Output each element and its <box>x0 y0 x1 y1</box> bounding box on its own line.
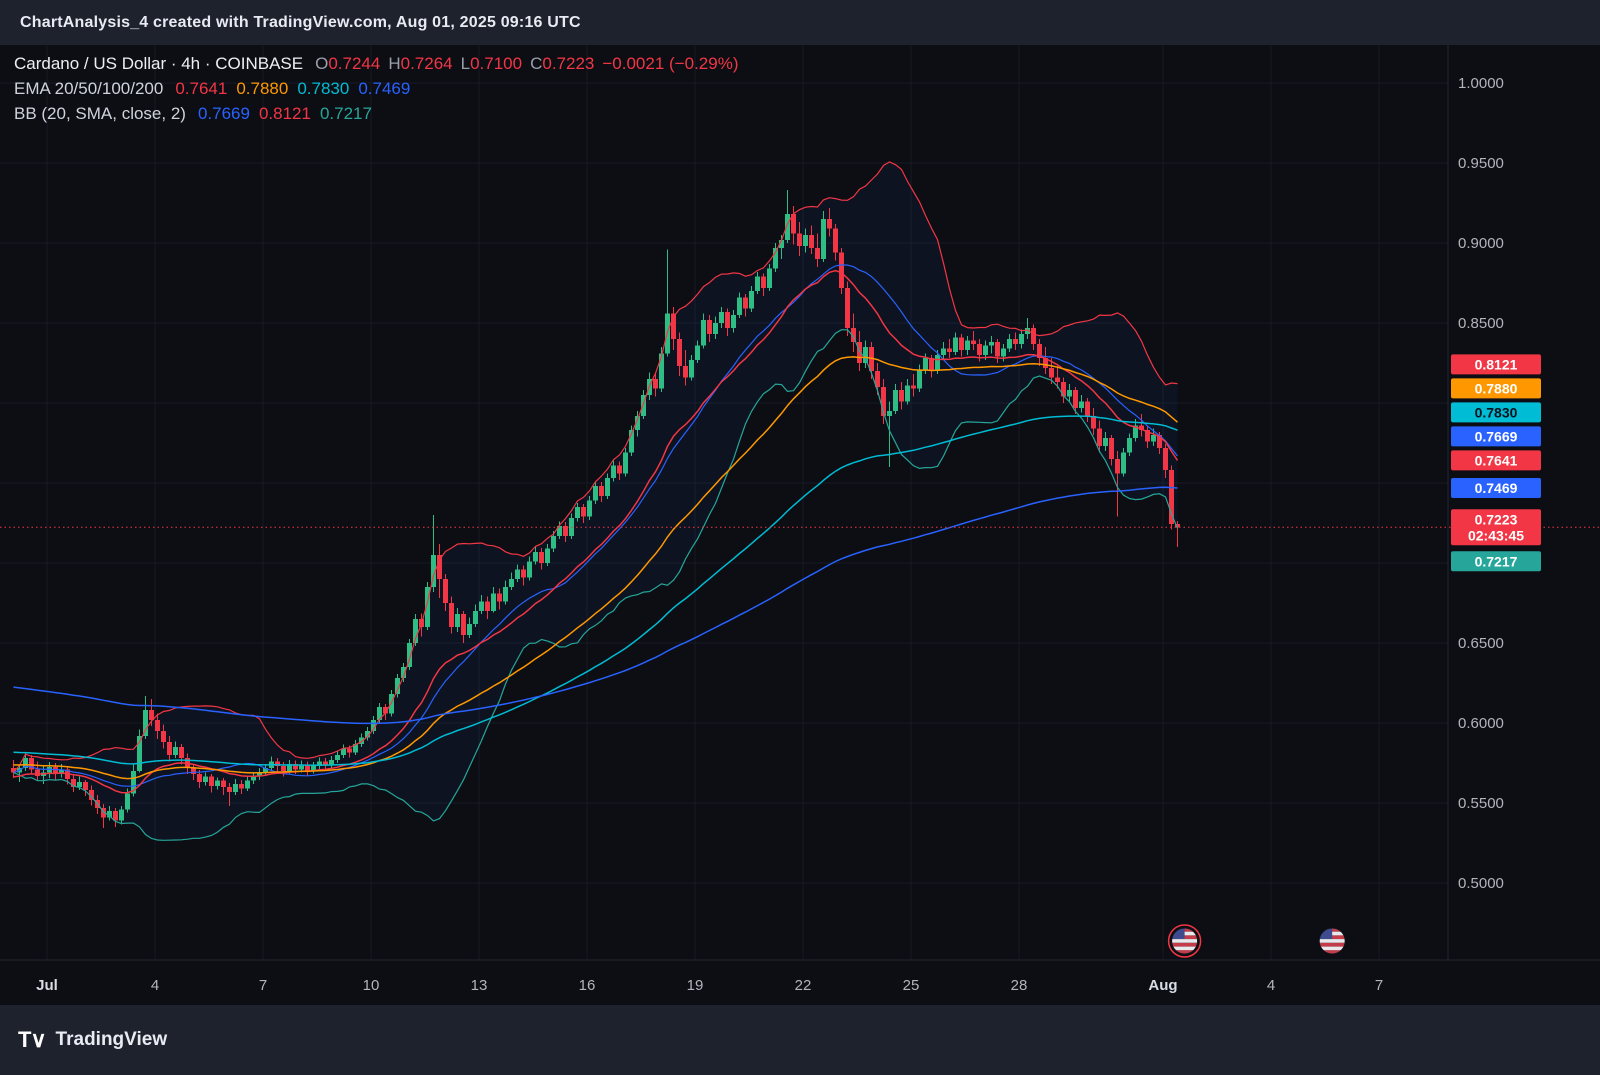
svg-text:02:43:45: 02:43:45 <box>1468 527 1524 543</box>
price-axis[interactable]: 1.0000 0.9500 0.9000 0.8500 0.6500 0.6000 0.55… <box>1458 75 1504 892</box>
svg-text:0.8121: 0.8121 <box>1475 356 1518 372</box>
tradingview-logo-icon[interactable]: T∨ <box>18 1027 47 1052</box>
svg-text:7: 7 <box>1375 977 1383 994</box>
svg-text:0.7641: 0.7641 <box>1475 452 1518 468</box>
price-badge: 0.7469 <box>1451 478 1541 498</box>
ema-100-line <box>13 415 1178 766</box>
price-change: −0.0021 (−0.29%) <box>602 54 739 73</box>
svg-text:16: 16 <box>579 977 596 994</box>
svg-text:0.7469: 0.7469 <box>1475 480 1518 496</box>
candlestick-series[interactable] <box>11 190 1180 828</box>
top-info-bar: ChartAnalysis_4 created with TradingView… <box>0 0 1600 45</box>
svg-text:13: 13 <box>471 977 488 994</box>
candlestick-chart[interactable]: 1.0000 0.9500 0.9000 0.8500 0.6500 0.6000 0.55… <box>0 45 1600 1005</box>
svg-text:25: 25 <box>903 977 920 994</box>
ohlc-item: H0.7264 <box>388 54 453 73</box>
svg-text:19: 19 <box>687 977 704 994</box>
price-badge: 0.8121 <box>1451 354 1541 375</box>
svg-text:22: 22 <box>795 977 812 994</box>
bb-lower-line <box>13 329 1179 841</box>
bb-upper-line <box>13 161 1178 773</box>
svg-text:Aug: Aug <box>1148 977 1177 994</box>
ema-values: 0.7641 0.7880 0.7830 0.7469 <box>175 79 419 98</box>
us-flag-event-icon[interactable] <box>1318 927 1346 955</box>
indicator-value: 0.7830 <box>297 79 350 98</box>
snapshot-title: ChartAnalysis_4 created with TradingView… <box>20 13 581 31</box>
symbol-title: Cardano / US Dollar · 4h · COINBASE <box>14 54 304 73</box>
svg-text:0.9500: 0.9500 <box>1458 155 1504 172</box>
ohlc-item: C0.7223 <box>530 54 595 73</box>
chart-area[interactable]: 1.0000 0.9500 0.9000 0.8500 0.6500 0.6000 0.55… <box>0 45 1600 1005</box>
svg-text:0.9000: 0.9000 <box>1458 235 1504 252</box>
svg-text:0.7669: 0.7669 <box>1475 428 1518 444</box>
svg-text:10: 10 <box>363 977 380 994</box>
ohlc-item: L0.7100 <box>460 54 523 73</box>
ohlc-item: O0.7244 <box>315 54 381 73</box>
price-badge: 0.7830 <box>1451 402 1541 423</box>
price-badge: 0.7641 <box>1451 450 1541 471</box>
indicator-value: 0.7641 <box>175 79 228 98</box>
price-badge: 0.7669 <box>1451 426 1541 447</box>
bb-indicator-label: BB (20, SMA, close, 2) <box>14 104 186 123</box>
svg-text:0.7223: 0.7223 <box>1475 511 1518 527</box>
ema-indicator-label: EMA 20/50/100/200 <box>14 79 164 98</box>
svg-text:0.5500: 0.5500 <box>1458 795 1504 812</box>
svg-text:4: 4 <box>151 977 159 994</box>
svg-text:0.7830: 0.7830 <box>1475 404 1518 420</box>
indicator-value: 0.7469 <box>358 79 411 98</box>
indicator-value: 0.8121 <box>258 104 311 123</box>
svg-text:0.7217: 0.7217 <box>1475 553 1518 569</box>
svg-text:Jul: Jul <box>36 977 58 994</box>
svg-text:0.6500: 0.6500 <box>1458 635 1504 652</box>
us-flag-event-icon[interactable] <box>1167 924 1202 958</box>
svg-text:4: 4 <box>1267 977 1275 994</box>
ema-50-line <box>13 356 1178 780</box>
chart-legend: Cardano / US Dollar · 4h · COINBASE O0.72… <box>14 51 746 126</box>
indicator-value: 0.7669 <box>197 104 250 123</box>
svg-text:0.6000: 0.6000 <box>1458 715 1504 732</box>
bb-values: 0.7669 0.8121 0.7217 <box>198 104 381 123</box>
ohlc-values: O0.7244 H0.7264 L0.7100 C0.7223 −0.0021 (−0.… <box>315 54 746 73</box>
legend-bb-row[interactable]: BB (20, SMA, close, 2) 0.7669 0.8121 0.7217 <box>14 101 746 126</box>
svg-text:0.5000: 0.5000 <box>1458 875 1504 892</box>
indicator-value: 0.7880 <box>236 79 289 98</box>
tradingview-wordmark[interactable]: TradingView <box>55 1029 168 1050</box>
price-badge: 0.7217 <box>1451 551 1541 572</box>
bb-basis-line <box>13 264 1178 787</box>
ema-200-line <box>13 486 1178 725</box>
svg-text:1.0000: 1.0000 <box>1458 75 1504 92</box>
indicator-value: 0.7217 <box>319 104 372 123</box>
legend-ema-row[interactable]: EMA 20/50/100/200 0.7641 0.7880 0.7830 0.746… <box>14 76 746 101</box>
ema-20-line <box>13 269 1179 794</box>
time-axis[interactable]: Jul 4 7 10 13 16 19 22 25 28 Aug 4 7 <box>36 977 1383 994</box>
svg-text:0.7880: 0.7880 <box>1475 380 1518 396</box>
legend-symbol-row[interactable]: Cardano / US Dollar · 4h · COINBASE O0.72… <box>14 51 746 76</box>
svg-text:0.8500: 0.8500 <box>1458 315 1504 332</box>
price-badge: 0.7880 <box>1451 378 1541 399</box>
svg-text:28: 28 <box>1011 977 1028 994</box>
footer-bar: T∨ TradingView <box>0 1005 1600 1075</box>
svg-text:7: 7 <box>259 977 267 994</box>
